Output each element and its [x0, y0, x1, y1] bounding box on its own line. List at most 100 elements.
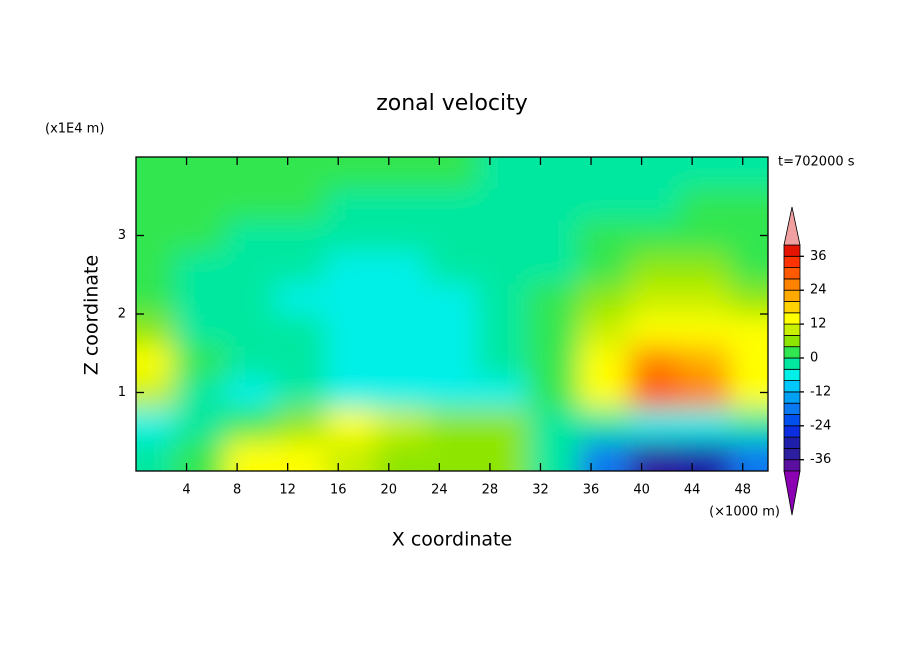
colorbar-over	[783, 206, 801, 246]
colorbar-swatch	[783, 425, 801, 438]
field-cell	[578, 219, 630, 252]
field	[136, 157, 768, 471]
colorbar-label: -36	[810, 452, 831, 467]
field-cell	[173, 219, 225, 252]
field-cell	[527, 251, 579, 284]
field-cell	[628, 345, 681, 378]
field-cell	[426, 408, 478, 441]
field-cell	[426, 314, 478, 346]
field-cell	[275, 219, 327, 252]
field-cell	[136, 282, 175, 315]
field-cell	[325, 157, 377, 189]
field-cell	[477, 345, 529, 378]
field-cell	[628, 314, 681, 346]
field-cell	[426, 219, 478, 252]
field-cell	[136, 251, 175, 284]
field-cell	[628, 282, 681, 315]
field-cell	[224, 282, 276, 315]
field-cell	[136, 408, 175, 441]
field-cell	[679, 219, 731, 252]
colorbar-swatch	[783, 414, 801, 427]
field-cell	[325, 282, 377, 315]
field-cell	[376, 157, 428, 189]
field-cell	[376, 314, 428, 346]
field-cell	[679, 282, 731, 315]
field-cell	[224, 157, 276, 189]
colorbar-swatch	[783, 244, 801, 257]
field-cell	[275, 157, 327, 189]
colorbar-label: 36	[810, 249, 827, 264]
field-cell	[730, 408, 768, 441]
field-cell	[136, 314, 175, 346]
field-cell	[527, 157, 579, 189]
colorbar-swatch	[783, 391, 801, 404]
field-cell	[275, 282, 327, 315]
field-cell	[527, 345, 579, 378]
x-unit: (×1000 m)	[709, 505, 780, 520]
field-cell	[173, 282, 225, 315]
x-tick-label: 12	[279, 483, 296, 498]
field-cell	[679, 251, 731, 284]
colorbar-under	[783, 470, 801, 516]
colorbar-swatch	[783, 380, 801, 393]
colorbar-swatch	[783, 278, 801, 291]
field-cell	[628, 251, 681, 284]
colorbar-swatch	[783, 346, 801, 359]
field-cell	[325, 251, 377, 284]
field-cell	[136, 219, 175, 252]
field-cell	[275, 408, 327, 441]
field-cell	[275, 345, 327, 378]
colorbar-swatch	[783, 459, 801, 472]
field-cell	[426, 157, 478, 189]
colorbar-label: -24	[810, 418, 831, 433]
field-cell	[527, 282, 579, 315]
field-cell	[578, 439, 630, 471]
field-cell	[376, 219, 428, 252]
field-cell	[477, 188, 529, 221]
field-cell	[679, 157, 731, 189]
field-cell	[136, 376, 175, 409]
field-cell	[477, 408, 529, 441]
field-cell	[173, 251, 225, 284]
field-cell	[376, 439, 428, 471]
field-cell	[173, 439, 225, 471]
field-cell	[679, 188, 731, 221]
field-cell	[426, 188, 478, 221]
x-tick-label: 48	[734, 483, 751, 498]
field-cell	[224, 251, 276, 284]
field-cell	[527, 188, 579, 221]
x-tick-label: 4	[182, 483, 190, 498]
field-cell	[136, 188, 175, 221]
field-cell	[426, 439, 478, 471]
field-cell	[628, 439, 681, 471]
field-cell	[136, 345, 175, 378]
colorbar-swatch	[783, 447, 801, 461]
field-cell	[578, 314, 630, 346]
colorbar-swatch	[783, 357, 801, 370]
field-cell	[173, 408, 225, 441]
field-cell	[173, 188, 225, 221]
field-cell	[325, 439, 377, 471]
field-cell	[426, 345, 478, 378]
field-cell	[224, 188, 276, 221]
field-cell	[578, 188, 630, 221]
field-cell	[173, 314, 225, 346]
field-cell	[376, 251, 428, 284]
field-cell	[376, 188, 428, 221]
colorbar-swatch	[783, 436, 801, 449]
field-cell	[477, 314, 529, 346]
field-cell	[578, 157, 630, 189]
field-cell	[730, 439, 768, 471]
field-cell	[527, 376, 579, 409]
field-cell	[325, 314, 377, 346]
field-cell	[730, 188, 768, 221]
field-cell	[628, 376, 681, 409]
field-cell	[477, 157, 529, 189]
colorbar-swatch	[783, 312, 801, 325]
colorbar-swatch	[783, 402, 801, 415]
field-cell	[136, 157, 175, 189]
colorbar-label: 0	[810, 351, 818, 366]
x-tick-label: 20	[381, 483, 398, 498]
colorbar-swatch	[783, 334, 801, 348]
x-tick-label: 24	[431, 483, 448, 498]
